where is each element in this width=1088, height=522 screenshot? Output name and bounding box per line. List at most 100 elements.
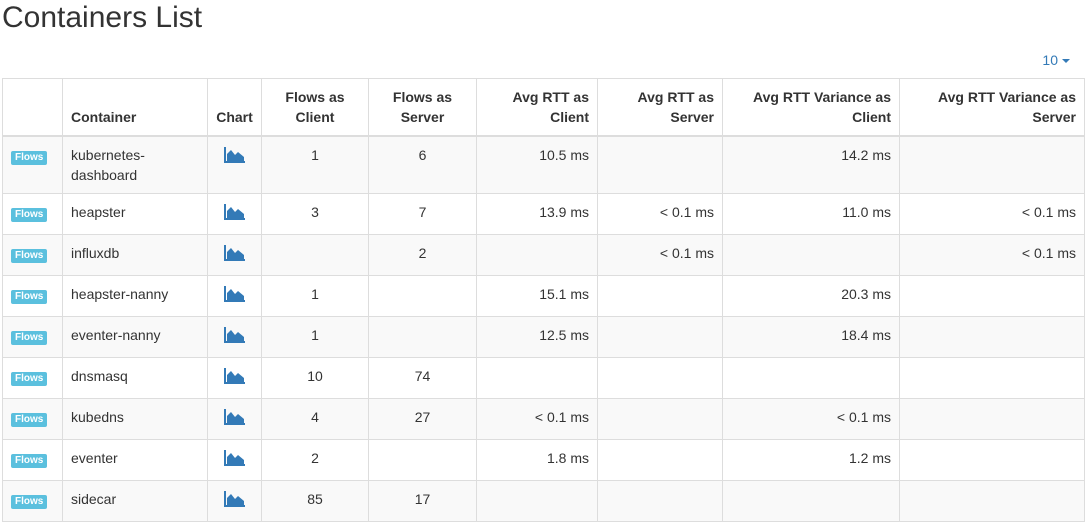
cell-chart <box>207 439 262 481</box>
cell-variance-server <box>899 316 1085 358</box>
flows-button[interactable]: Flows <box>11 208 48 222</box>
table-row: Flows eventer 2 1.8 ms 1.2 ms <box>2 439 1085 481</box>
cell-actions: Flows <box>2 316 63 358</box>
cell-flows-client: 1 <box>261 316 369 358</box>
cell-rtt-server <box>597 357 723 399</box>
cell-flows-server: 74 <box>368 357 477 399</box>
table-row: Flows sidecar 85 17 <box>2 480 1085 522</box>
cell-flows-server <box>368 316 477 358</box>
cell-flows-server: 17 <box>368 480 477 522</box>
cell-flows-client: 4 <box>261 398 369 440</box>
cell-flows-server <box>368 439 477 481</box>
area-chart-icon[interactable] <box>223 367 246 385</box>
cell-chart <box>207 234 262 276</box>
cell-flows-server: 7 <box>368 193 477 235</box>
containers-table: Container Chart Flows as Client Flows as… <box>2 78 1085 522</box>
cell-flows-client: 2 <box>261 439 369 481</box>
flows-button[interactable]: Flows <box>11 413 48 427</box>
cell-rtt-server <box>597 316 723 358</box>
cell-rtt-client: 15.1 ms <box>476 275 598 317</box>
header-flows-server[interactable]: Flows as Server <box>368 78 477 137</box>
cell-chart <box>207 275 262 317</box>
cell-variance-client: 14.2 ms <box>722 135 900 194</box>
table-row: Flows heapster-nanny 1 15.1 ms 20.3 ms <box>2 275 1085 317</box>
header-variance-server[interactable]: Avg RTT Variance as Server <box>899 78 1085 137</box>
table-row: Flows kubernetes-dashboard 1 6 10.5 ms 14.2 m… <box>2 135 1085 194</box>
cell-container: eventer <box>62 439 208 481</box>
header-flows-client[interactable]: Flows as Client <box>261 78 369 137</box>
cell-rtt-server <box>597 439 723 481</box>
cell-variance-client <box>722 480 900 522</box>
cell-rtt-client: 12.5 ms <box>476 316 598 358</box>
cell-flows-server: 2 <box>368 234 477 276</box>
area-chart-icon[interactable] <box>223 490 246 508</box>
cell-actions: Flows <box>2 357 63 399</box>
table-header-row: Container Chart Flows as Client Flows as… <box>2 78 1085 137</box>
cell-rtt-server: < 0.1 ms <box>597 234 723 276</box>
cell-rtt-client: < 0.1 ms <box>476 398 598 440</box>
cell-variance-client: 11.0 ms <box>722 193 900 235</box>
cell-variance-server: < 0.1 ms <box>899 234 1085 276</box>
cell-chart <box>207 480 262 522</box>
page-size-value: 10 <box>1042 52 1058 68</box>
cell-container: kubernetes-dashboard <box>62 135 208 194</box>
area-chart-icon[interactable] <box>223 244 246 262</box>
table-row: Flows heapster 3 7 13.9 ms < 0.1 ms 11.0 ms < 0… <box>2 193 1085 235</box>
cell-chart <box>207 316 262 358</box>
cell-rtt-server <box>597 275 723 317</box>
cell-variance-client: 20.3 ms <box>722 275 900 317</box>
table-row: Flows kubedns 4 27 < 0.1 ms < 0.1 ms <box>2 398 1085 440</box>
header-container[interactable]: Container <box>62 78 208 137</box>
cell-actions: Flows <box>2 439 63 481</box>
cell-variance-server <box>899 398 1085 440</box>
flows-button[interactable]: Flows <box>11 290 48 304</box>
cell-actions: Flows <box>2 193 63 235</box>
flows-button[interactable]: Flows <box>11 454 48 468</box>
cell-chart <box>207 193 262 235</box>
cell-actions: Flows <box>2 398 63 440</box>
cell-rtt-client <box>476 480 598 522</box>
cell-flows-client <box>261 234 369 276</box>
page-size-dropdown[interactable]: 10 <box>1042 52 1070 68</box>
cell-actions: Flows <box>2 234 63 276</box>
cell-variance-client <box>722 357 900 399</box>
header-variance-client[interactable]: Avg RTT Variance as Client <box>722 78 900 137</box>
cell-variance-server: < 0.1 ms <box>899 193 1085 235</box>
cell-container: influxdb <box>62 234 208 276</box>
cell-flows-client: 1 <box>261 275 369 317</box>
cell-flows-client: 85 <box>261 480 369 522</box>
cell-variance-server <box>899 135 1085 194</box>
area-chart-icon[interactable] <box>223 326 246 344</box>
header-actions <box>2 78 63 137</box>
header-rtt-client[interactable]: Avg RTT as Client <box>476 78 598 137</box>
cell-container: heapster <box>62 193 208 235</box>
table-row: Flows dnsmasq 10 74 <box>2 357 1085 399</box>
cell-flows-client: 10 <box>261 357 369 399</box>
area-chart-icon[interactable] <box>223 146 246 164</box>
cell-chart <box>207 135 262 194</box>
header-rtt-server[interactable]: Avg RTT as Server <box>597 78 723 137</box>
area-chart-icon[interactable] <box>223 408 246 426</box>
cell-flows-server: 6 <box>368 135 477 194</box>
flows-button[interactable]: Flows <box>11 495 48 509</box>
cell-variance-server <box>899 480 1085 522</box>
cell-variance-client: < 0.1 ms <box>722 398 900 440</box>
cell-rtt-client <box>476 357 598 399</box>
cell-actions: Flows <box>2 480 63 522</box>
cell-variance-client <box>722 234 900 276</box>
flows-button[interactable]: Flows <box>11 249 48 263</box>
cell-actions: Flows <box>2 275 63 317</box>
cell-variance-server <box>899 275 1085 317</box>
cell-rtt-client: 1.8 ms <box>476 439 598 481</box>
table-row: Flows eventer-nanny 1 12.5 ms 18.4 ms <box>2 316 1085 358</box>
cell-rtt-server <box>597 135 723 194</box>
flows-button[interactable]: Flows <box>11 372 48 386</box>
area-chart-icon[interactable] <box>223 203 246 221</box>
cell-chart <box>207 357 262 399</box>
flows-button[interactable]: Flows <box>11 151 48 165</box>
area-chart-icon[interactable] <box>223 285 246 303</box>
area-chart-icon[interactable] <box>223 449 246 467</box>
caret-down-icon <box>1062 59 1070 64</box>
flows-button[interactable]: Flows <box>11 331 48 345</box>
cell-container: dnsmasq <box>62 357 208 399</box>
